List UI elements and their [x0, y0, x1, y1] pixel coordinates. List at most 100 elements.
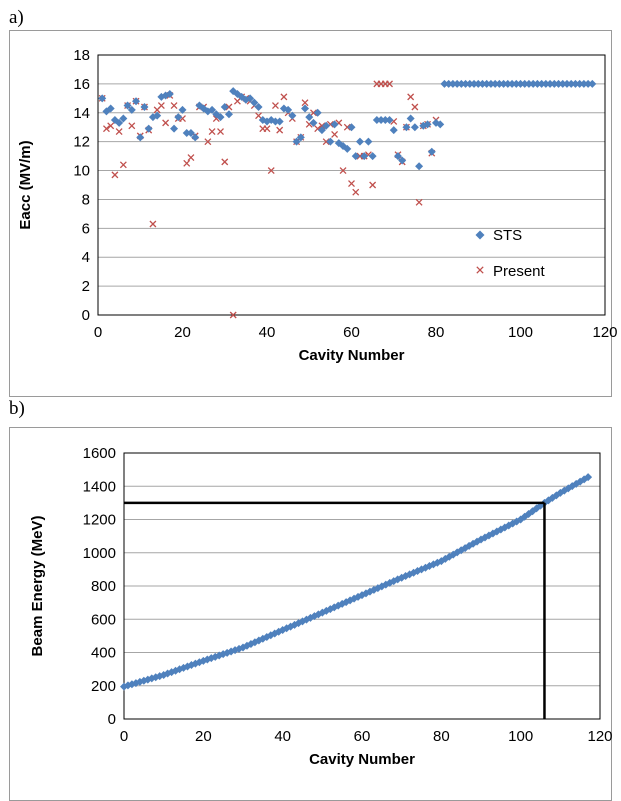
- data-point: [393, 152, 402, 161]
- y-tick-label: 0: [82, 307, 90, 324]
- data-point: [102, 125, 110, 133]
- data-point: [170, 102, 178, 110]
- y-tick-label: 14: [73, 105, 90, 122]
- data-point: [415, 198, 423, 206]
- data-point: [465, 79, 474, 88]
- data-point: [406, 114, 415, 123]
- x-tick-label: 60: [343, 324, 360, 341]
- y-tick-label: 18: [73, 47, 90, 64]
- x-tick-label: 20: [195, 728, 212, 745]
- data-point: [579, 79, 588, 88]
- data-point: [153, 111, 162, 120]
- data-point: [516, 79, 525, 88]
- data-point: [157, 102, 165, 110]
- data-point: [310, 109, 317, 117]
- data-point: [263, 125, 271, 133]
- data-point: [318, 122, 326, 130]
- y-tick-label: 8: [82, 191, 90, 208]
- data-point: [182, 129, 191, 137]
- data-point: [208, 105, 217, 114]
- data-point: [174, 113, 183, 122]
- legend-label-sts: STS: [493, 227, 522, 244]
- panel-b-label: b): [9, 398, 25, 419]
- data-point: [524, 79, 533, 88]
- y-tick-label: 1400: [83, 478, 116, 495]
- data-point: [106, 104, 115, 113]
- x-tick-label: 80: [433, 728, 450, 745]
- data-point: [165, 90, 174, 98]
- data-point: [127, 105, 136, 114]
- data-point: [317, 126, 326, 135]
- data-point: [343, 144, 352, 153]
- data-point: [533, 79, 542, 88]
- data-point: [313, 108, 322, 117]
- data-point: [588, 79, 597, 88]
- data-point: [415, 162, 424, 171]
- data-point: [347, 123, 356, 132]
- x-tick-label: 60: [354, 728, 371, 745]
- data-point: [301, 99, 309, 107]
- data-point: [550, 79, 559, 88]
- panel-a-label: a): [9, 7, 24, 28]
- plot-area: [97, 54, 606, 316]
- data-point: [407, 93, 415, 101]
- data-point: [322, 121, 331, 130]
- chart-a-frame: [9, 30, 612, 397]
- data-point: [386, 80, 393, 88]
- data-point: [178, 105, 187, 114]
- x-tick-label: 120: [592, 324, 617, 341]
- data-point: [220, 103, 229, 111]
- data-point: [411, 103, 419, 111]
- x-axis-title: Cavity Number: [299, 347, 405, 364]
- x-tick-label: 40: [274, 728, 291, 745]
- data-point: [216, 113, 225, 122]
- data-point: [255, 112, 263, 120]
- data-point: [448, 79, 457, 88]
- data-point: [546, 79, 555, 88]
- y-axis-title: Eacc (MV/m): [17, 140, 34, 229]
- data-point: [381, 116, 390, 124]
- data-point: [584, 473, 593, 482]
- x-tick-label: 0: [120, 728, 128, 745]
- data-point: [186, 129, 195, 137]
- data-point: [461, 79, 470, 88]
- data-point: [276, 126, 284, 134]
- data-point: [571, 79, 580, 88]
- data-point: [503, 79, 512, 88]
- data-point: [284, 105, 293, 114]
- data-point: [123, 101, 132, 110]
- data-point: [162, 119, 170, 127]
- data-point: [491, 79, 500, 88]
- x-tick-label: 0: [94, 324, 102, 341]
- data-point: [119, 114, 128, 123]
- data-point: [111, 171, 119, 179]
- data-point: [440, 79, 449, 88]
- x-tick-label: 100: [508, 324, 533, 341]
- data-point: [128, 122, 136, 130]
- data-point: [482, 79, 491, 88]
- data-point: [224, 110, 233, 119]
- data-point: [423, 120, 432, 129]
- data-point: [296, 133, 305, 142]
- x-tick-label: 20: [174, 324, 191, 341]
- y-tick-label: 200: [91, 678, 116, 695]
- x-tick-label: 100: [508, 728, 533, 745]
- data-point: [360, 152, 369, 161]
- x-tick-label: 80: [428, 324, 445, 341]
- data-point: [208, 128, 216, 136]
- legend-label-present: Present: [493, 263, 546, 280]
- data-point: [372, 116, 381, 124]
- data-point: [355, 137, 364, 146]
- data-point: [537, 79, 546, 88]
- data-point: [119, 161, 127, 169]
- data-point: [98, 94, 107, 103]
- data-point: [453, 79, 462, 88]
- data-point: [217, 128, 224, 136]
- data-point: [476, 266, 484, 274]
- data-point: [115, 128, 123, 136]
- data-point: [351, 152, 360, 161]
- data-point: [558, 79, 567, 88]
- data-point: [136, 133, 145, 142]
